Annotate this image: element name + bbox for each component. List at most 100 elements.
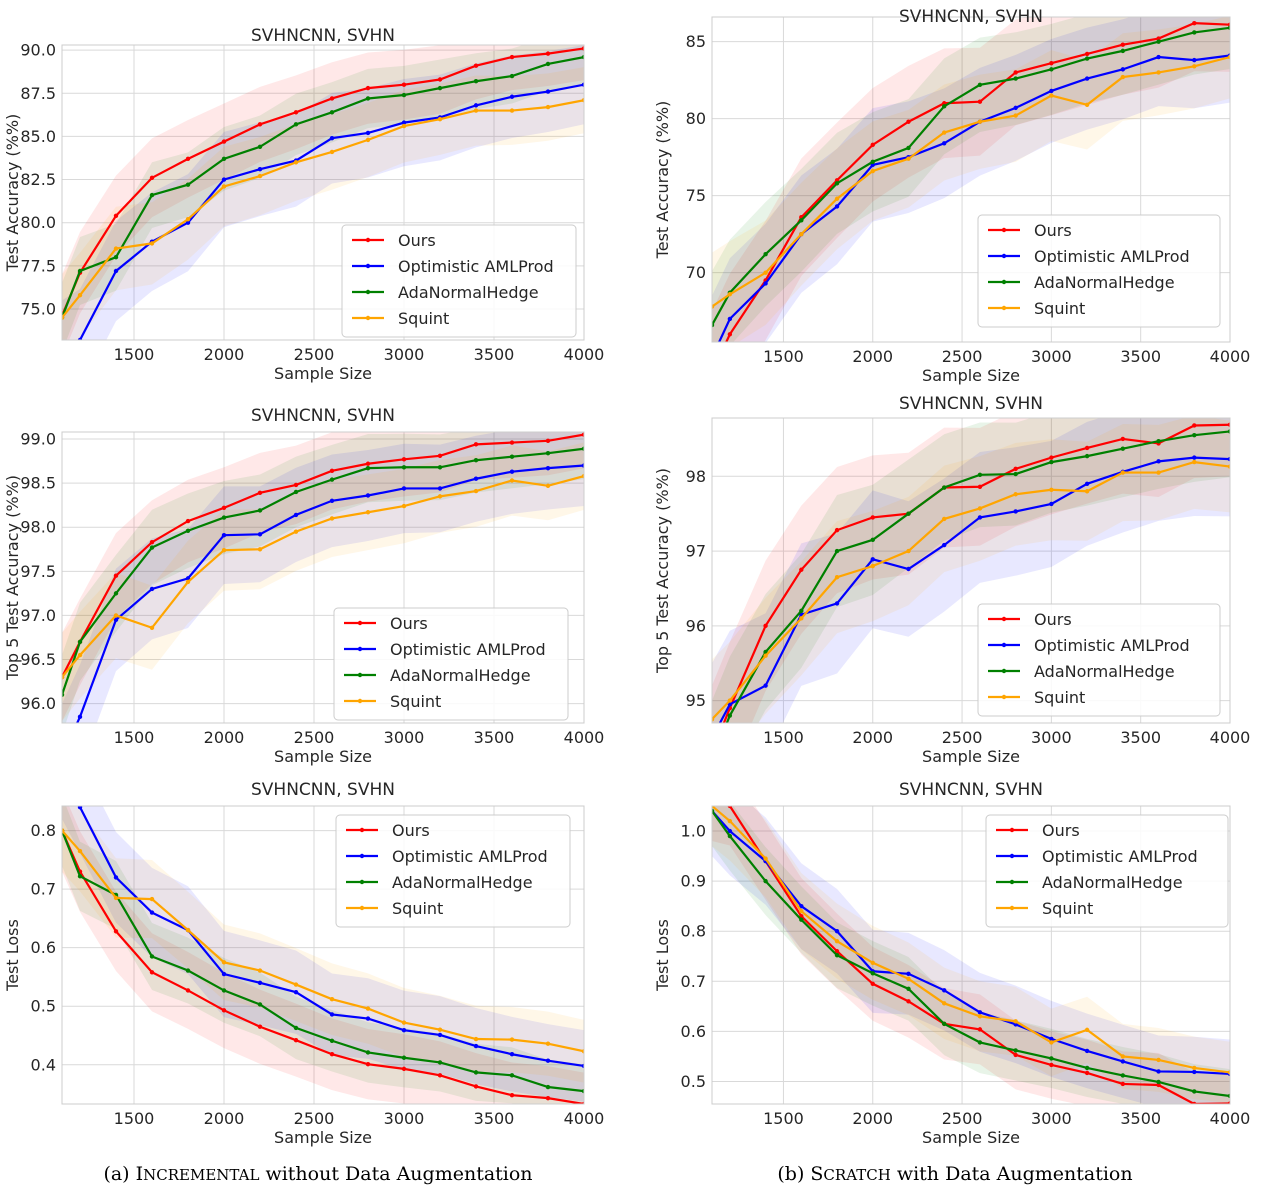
data-point: [799, 231, 804, 237]
plot-area: [710, 17, 1230, 359]
data-point: [1049, 455, 1054, 460]
data-point: [1013, 509, 1018, 514]
data-point: [1084, 102, 1090, 107]
legend-marker: [357, 620, 363, 626]
legend-marker: [1001, 668, 1007, 674]
legend-label: Optimistic AMLProd: [1034, 247, 1190, 266]
legend: Ours Optimistic AMLProd AdaNormalHedge Squi…: [977, 603, 1221, 717]
data-point: [62, 674, 65, 680]
legend-label: Ours: [1034, 610, 1072, 629]
series-band: [62, 432, 584, 723]
data-point: [977, 1014, 983, 1019]
data-point: [834, 601, 840, 606]
x-tick-label: 1500: [114, 728, 155, 747]
legend-marker: [1001, 305, 1007, 311]
series-band: [712, 806, 1230, 1104]
data-point: [710, 736, 714, 740]
y-tick-label: 0.5: [681, 1072, 706, 1091]
data-point: [473, 63, 479, 68]
data-point: [710, 751, 714, 755]
data-point: [365, 465, 371, 471]
data-point: [401, 486, 407, 491]
data-point: [437, 486, 443, 491]
data-point: [62, 315, 65, 320]
data-point: [1084, 56, 1090, 61]
data-point: [727, 833, 733, 839]
data-point: [185, 182, 191, 187]
legend-marker: [1001, 642, 1007, 648]
data-point: [149, 540, 155, 545]
data-point: [1084, 1065, 1090, 1071]
x-tick-label: 2500: [294, 728, 335, 747]
x-tick-label: 2000: [852, 728, 893, 747]
legend-label: AdaNormalHedge: [1034, 273, 1175, 292]
data-point: [1120, 1081, 1126, 1087]
x-tick-label: 4000: [1210, 1109, 1251, 1128]
data-point: [185, 968, 191, 973]
series-band: [62, 45, 584, 340]
data-point: [977, 1010, 983, 1015]
series-band: [712, 806, 1230, 1104]
data-point: [834, 949, 840, 954]
data-point: [401, 457, 407, 462]
data-point: [942, 101, 947, 106]
series-band: [712, 418, 1230, 723]
data-point: [149, 896, 155, 902]
data-point: [1192, 20, 1197, 26]
data-point: [727, 316, 733, 322]
series-line: [62, 830, 584, 1093]
data-point: [1227, 1093, 1230, 1099]
data-point: [77, 639, 83, 645]
data-point: [834, 953, 840, 958]
y-axis-label: Test Accuracy (%%): [3, 114, 22, 273]
data-point: [834, 181, 840, 186]
y-tick-label: 98.5: [20, 474, 56, 493]
data-point: [62, 692, 65, 697]
data-point: [1084, 453, 1090, 459]
y-tick-label: 0.7: [31, 880, 56, 899]
data-point: [365, 510, 371, 515]
data-point: [149, 175, 155, 181]
data-point: [1120, 1059, 1126, 1064]
data-point: [149, 586, 155, 592]
chart-title: SVHNCNN, SVHN: [251, 780, 395, 800]
data-point: [257, 490, 263, 496]
data-point: [1084, 445, 1090, 451]
x-tick-label: 4000: [1210, 728, 1251, 747]
data-point: [710, 355, 714, 359]
y-tick-label: 0.5: [31, 997, 56, 1016]
data-point: [799, 608, 804, 614]
chart-panel: 1500 2000 2500 3000 3500 4000 0.5 0.6 0.7 0.8 0.9 1…: [653, 780, 1251, 1147]
legend: Ours Optimistic AMLProd AdaNormalHedge Squi…: [341, 224, 577, 338]
series-line: [78, 806, 584, 1068]
series-line: [725, 430, 1230, 723]
data-point: [1156, 1069, 1161, 1074]
data-point: [1013, 471, 1018, 477]
data-point: [293, 512, 299, 518]
data-point: [977, 119, 983, 124]
data-point: [113, 895, 119, 901]
chart-panel: 1500 2000 2500 3000 3500 4000 96.0 96.5 97.0 97.5…: [3, 406, 604, 766]
x-tick-label: 1500: [763, 1109, 804, 1128]
legend-marker: [365, 237, 371, 243]
chart-title: SVHNCNN, SVHN: [899, 7, 1043, 27]
x-axis-label: Sample Size: [922, 747, 1020, 766]
data-point: [149, 910, 155, 915]
data-point: [329, 135, 335, 141]
data-point: [329, 477, 335, 482]
data-point: [401, 1028, 407, 1033]
y-axis-label: Top 5 Test Accuracy (%%): [3, 475, 22, 681]
data-point: [1049, 487, 1054, 492]
data-point: [581, 46, 584, 51]
data-point: [1227, 429, 1230, 434]
data-point: [185, 579, 191, 585]
data-point: [221, 156, 227, 162]
data-point: [221, 184, 227, 189]
data-point: [401, 123, 407, 129]
data-point: [185, 518, 191, 524]
x-axis-label: Sample Size: [922, 366, 1020, 385]
data-point: [1084, 1048, 1090, 1054]
x-tick-label: 3500: [1120, 347, 1161, 366]
data-point: [870, 971, 875, 976]
data-point: [727, 292, 733, 297]
